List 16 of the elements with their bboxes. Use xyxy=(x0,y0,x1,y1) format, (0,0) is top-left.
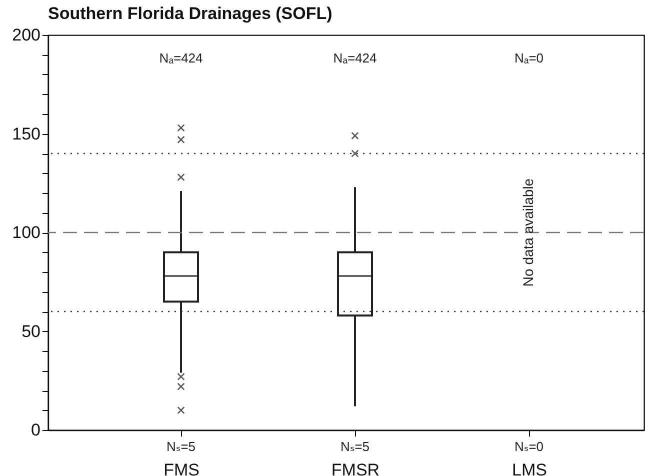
y-tick-label: 200 xyxy=(12,26,40,44)
y-tick-label: 50 xyxy=(22,322,40,341)
annotation: Nₐ=0 xyxy=(514,50,544,66)
annotation: No data available xyxy=(520,178,536,287)
x-tick-label: FMSR xyxy=(331,460,380,476)
x-tick-label: FMS xyxy=(164,460,200,476)
y-tick-label: 100 xyxy=(12,223,40,242)
annotation: Nₐ=424 xyxy=(159,50,203,66)
y-tick-label: 150 xyxy=(12,124,40,144)
y-tick-label: 0 xyxy=(31,420,40,440)
text: Nₛ=0 xyxy=(514,439,544,454)
chart-title: Southern Florida Drainages (SOFL) xyxy=(48,4,332,23)
text: Nₛ=5 xyxy=(166,439,196,454)
annotation: Nₐ=424 xyxy=(333,50,377,66)
x-tick-label: LMS xyxy=(512,460,547,476)
text: Nₛ=5 xyxy=(340,439,370,454)
